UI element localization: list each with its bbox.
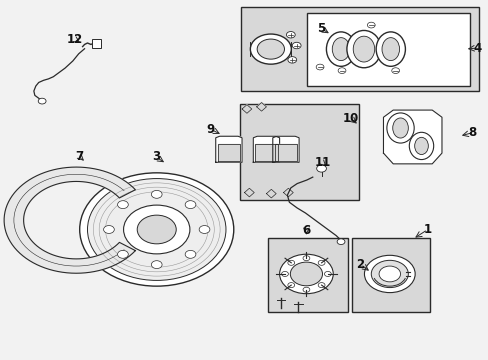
Text: 1: 1	[423, 223, 431, 236]
Text: 10: 10	[342, 112, 358, 125]
Polygon shape	[244, 188, 254, 197]
Bar	[267, 238, 347, 312]
Ellipse shape	[414, 137, 427, 154]
Polygon shape	[266, 189, 276, 198]
Circle shape	[324, 271, 330, 276]
Text: 5: 5	[317, 22, 325, 35]
Circle shape	[287, 57, 296, 63]
Polygon shape	[283, 188, 293, 197]
Ellipse shape	[375, 32, 405, 66]
Bar	[92, 40, 101, 48]
Ellipse shape	[381, 38, 399, 60]
Polygon shape	[383, 110, 441, 164]
Text: 3: 3	[151, 150, 160, 163]
Polygon shape	[242, 105, 251, 113]
Circle shape	[151, 261, 162, 269]
Circle shape	[318, 283, 325, 288]
Polygon shape	[256, 103, 266, 111]
Ellipse shape	[326, 32, 355, 66]
Circle shape	[287, 260, 294, 265]
Ellipse shape	[352, 36, 374, 62]
Circle shape	[185, 251, 196, 258]
Ellipse shape	[386, 113, 413, 143]
Circle shape	[185, 201, 196, 208]
Circle shape	[287, 283, 294, 288]
Circle shape	[364, 255, 414, 293]
Polygon shape	[274, 144, 297, 161]
Circle shape	[281, 271, 288, 276]
Circle shape	[336, 239, 344, 244]
Circle shape	[87, 179, 225, 280]
Circle shape	[391, 68, 399, 73]
Circle shape	[303, 287, 309, 292]
Polygon shape	[4, 167, 135, 273]
Circle shape	[292, 42, 301, 49]
Circle shape	[80, 173, 233, 286]
Circle shape	[316, 64, 324, 70]
Text: 7: 7	[76, 150, 83, 163]
Circle shape	[286, 32, 295, 38]
Text: 11: 11	[314, 156, 330, 169]
Circle shape	[117, 201, 128, 208]
Text: 9: 9	[206, 122, 214, 136]
Text: 4: 4	[472, 41, 481, 54]
Polygon shape	[253, 136, 279, 162]
Text: 8: 8	[468, 126, 476, 139]
Circle shape	[151, 190, 162, 198]
Circle shape	[123, 205, 189, 254]
Bar	[351, 238, 429, 312]
Circle shape	[290, 262, 322, 286]
Circle shape	[38, 98, 46, 104]
Circle shape	[378, 266, 400, 282]
Circle shape	[117, 251, 128, 258]
Circle shape	[303, 256, 309, 261]
Ellipse shape	[331, 38, 349, 60]
Polygon shape	[255, 144, 277, 161]
Ellipse shape	[408, 132, 433, 159]
Text: 6: 6	[302, 224, 310, 237]
Circle shape	[366, 22, 374, 28]
Bar	[306, 13, 469, 86]
Circle shape	[279, 254, 332, 294]
Text: 12: 12	[66, 33, 83, 46]
Circle shape	[316, 165, 326, 172]
Bar	[239, 104, 358, 201]
Polygon shape	[217, 144, 240, 161]
Ellipse shape	[346, 31, 380, 68]
Circle shape	[137, 215, 176, 244]
Ellipse shape	[392, 118, 407, 138]
Circle shape	[257, 39, 284, 59]
Circle shape	[103, 226, 114, 233]
Polygon shape	[272, 136, 299, 162]
Circle shape	[199, 226, 209, 233]
Circle shape	[318, 260, 325, 265]
Circle shape	[250, 34, 291, 64]
Polygon shape	[215, 136, 242, 162]
Bar	[240, 7, 478, 91]
Circle shape	[337, 68, 345, 73]
Text: 2: 2	[356, 258, 364, 271]
Circle shape	[370, 260, 407, 288]
